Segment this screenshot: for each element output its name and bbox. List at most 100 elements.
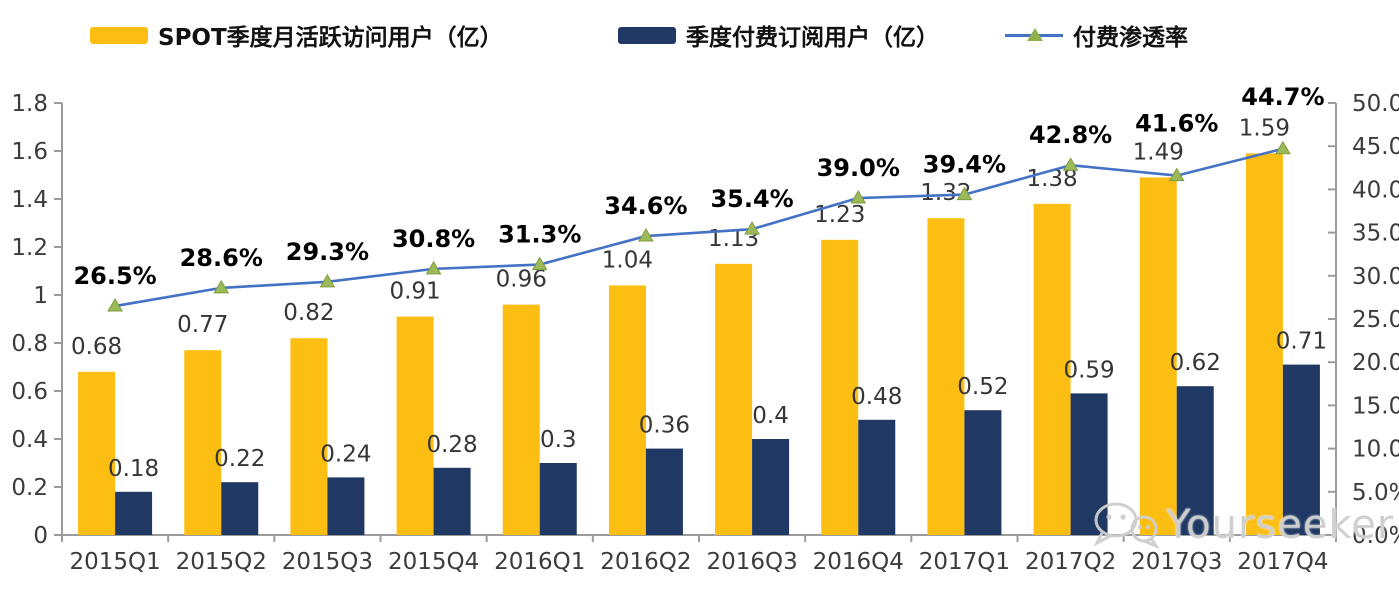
penetration-marker	[319, 273, 336, 288]
penetration-percent-label: 39.0%	[817, 154, 900, 182]
penetration-percent-label: 41.6%	[1135, 110, 1218, 138]
x-axis-category-label: 2016Q3	[706, 549, 797, 575]
right-axis-tick-label: 50.0%	[1352, 91, 1399, 117]
legend-item-mau: SPOT季度月活跃访问用户（亿）	[90, 18, 503, 52]
mau-bar-2016Q2	[608, 285, 646, 535]
mau-value-label: 1.23	[814, 202, 865, 228]
x-axis-category-label: 2016Q4	[813, 549, 904, 575]
subscribers-bar-2017Q4	[1282, 364, 1320, 535]
penetration-marker	[107, 298, 123, 312]
mau-value-label: 0.77	[177, 312, 228, 338]
mau-legend-label: SPOT季度月活跃访问用户（亿）	[158, 25, 503, 51]
subscribers-bar-2016Q3	[752, 439, 790, 535]
penetration-percent-label: 26.5%	[73, 262, 156, 290]
x-axis-category-label: 2016Q1	[494, 549, 585, 575]
mau-value-label: 0.96	[496, 267, 547, 293]
mau-bar-2017Q1	[927, 218, 965, 535]
penetration-percent-label: 35.4%	[710, 185, 793, 213]
penetration-percent-label: 28.6%	[180, 244, 263, 272]
penetration-marker	[956, 186, 973, 201]
subscribers-bar-2017Q3	[1176, 386, 1214, 535]
x-axis-category-label: 2015Q1	[69, 549, 160, 575]
penetration-marker	[425, 260, 442, 275]
x-axis-category-label: 2015Q4	[388, 549, 479, 575]
subscribers-value-label: 0.4	[752, 403, 789, 429]
subscribers-value-label: 0.36	[639, 413, 690, 439]
mau-bar-2016Q1	[502, 304, 540, 535]
penetration-marker	[1168, 167, 1185, 182]
right-axis-tick-label: 20.0%	[1352, 350, 1399, 376]
x-axis-category-label: 2017Q4	[1237, 549, 1328, 575]
left-axis-tick-label: 1.2	[11, 235, 48, 261]
mau-bar-2015Q2	[184, 350, 222, 535]
subscribers-bar-2016Q2	[645, 448, 683, 535]
triangle-marker-icon	[1027, 27, 1043, 41]
subscribers-value-label: 0.59	[1063, 357, 1114, 383]
mau-bar-2016Q3	[715, 263, 753, 535]
legend-item-subscribers: 季度付费订阅用户（亿）	[618, 18, 939, 52]
subscribers-bar-2015Q1	[115, 491, 153, 535]
penetration-percent-label: 34.6%	[604, 192, 687, 220]
left-axis-tick-label: 0.6	[11, 379, 48, 405]
mau-value-label: 0.91	[389, 279, 440, 305]
mau-value-label: 1.59	[1239, 115, 1290, 141]
mau-bar-2017Q4	[1245, 153, 1283, 535]
mau-value-label: 1.04	[602, 247, 653, 273]
subscribers-bar-2017Q2	[1070, 393, 1108, 535]
left-axis-tick-label: 0.8	[11, 331, 48, 357]
mau-value-label: 0.68	[71, 334, 122, 360]
subscribers-bar-2016Q4	[858, 419, 896, 535]
mau-bar-2015Q1	[78, 371, 116, 535]
subscribers-bar-2016Q1	[539, 463, 577, 535]
penetration-legend-swatch	[1005, 27, 1063, 44]
subscribers-value-label: 0.48	[851, 384, 902, 410]
subscribers-value-label: 0.24	[320, 441, 371, 467]
right-axis-tick-label: 35.0%	[1352, 221, 1399, 247]
x-axis-category-label: 2017Q2	[1025, 549, 1116, 575]
subscribers-value-label: 0.3	[540, 427, 577, 453]
x-axis-category-label: 2016Q2	[600, 549, 691, 575]
left-axis-tick-label: 1.4	[11, 187, 48, 213]
right-axis-tick-label: 15.0%	[1352, 393, 1399, 419]
x-axis-category-label: 2017Q1	[919, 549, 1010, 575]
subscribers-value-label: 0.71	[1276, 329, 1327, 355]
mau-bar-2015Q3	[290, 338, 328, 535]
left-axis-tick-label: 0	[33, 523, 48, 549]
mau-bar-2017Q2	[1033, 203, 1071, 536]
legend-item-penetration: 付费渗透率	[1005, 18, 1188, 52]
penetration-percent-label: 29.3%	[286, 238, 369, 266]
penetration-marker	[531, 256, 548, 271]
subscribers-value-label: 0.52	[957, 374, 1008, 400]
subscribers-value-label: 0.28	[426, 432, 477, 458]
left-axis-tick-label: 1.8	[11, 91, 48, 117]
mau-value-label: 0.82	[283, 300, 334, 326]
right-axis-tick-label: 5.0%	[1352, 480, 1399, 506]
subscribers-bar-2017Q1	[964, 410, 1002, 535]
subscribers-bar-2015Q4	[433, 467, 471, 535]
subscribers-bar-2015Q3	[327, 477, 365, 535]
mau-bar-2016Q4	[821, 239, 859, 536]
penetration-line	[114, 147, 1284, 308]
penetration-percent-label: 42.8%	[1029, 121, 1112, 149]
right-axis-tick-label: 40.0%	[1352, 177, 1399, 203]
left-axis-tick-label: 1	[33, 283, 48, 309]
left-axis-tick-label: 0.2	[11, 475, 48, 501]
x-axis-category-label: 2017Q3	[1131, 549, 1222, 575]
subscribers-value-label: 0.62	[1170, 350, 1221, 376]
subscribers-value-label: 0.22	[214, 446, 265, 472]
penetration-marker	[213, 279, 230, 294]
penetration-percent-label: 31.3%	[498, 221, 581, 249]
penetration-marker	[1275, 140, 1291, 155]
mau-value-label: 1.49	[1133, 139, 1184, 165]
subscribers-value-label: 0.18	[108, 456, 159, 482]
mau-bar-2015Q4	[396, 316, 434, 535]
left-axis-tick-label: 0.4	[11, 427, 48, 453]
right-axis-tick-label: 10.0%	[1352, 437, 1399, 463]
subscribers-bar-2015Q2	[221, 482, 259, 535]
x-axis-category-label: 2015Q3	[282, 549, 373, 575]
right-axis-tick-label: 25.0%	[1352, 307, 1399, 333]
left-axis-tick-label: 1.6	[11, 139, 48, 165]
penetration-marker	[744, 221, 760, 235]
